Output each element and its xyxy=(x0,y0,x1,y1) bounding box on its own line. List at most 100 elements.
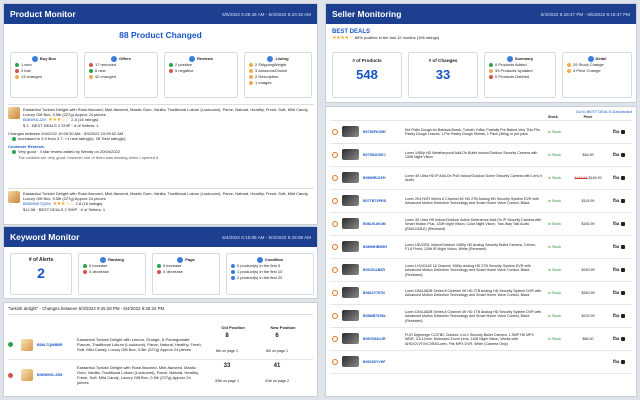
seller-name[interactable]: BEST DEALS xyxy=(332,29,371,35)
listing-card: Listing 2 ShippingWeight 3 AmazonsChoice… xyxy=(244,52,312,98)
product-price-line: $ 1 · BEST DEALS 2 SHIP · # of Sellers: … xyxy=(23,123,99,129)
stock-status: In Stock xyxy=(546,143,566,168)
keyword-product-title: Eastanbul Turkish Delight with Rose-flav… xyxy=(77,364,199,386)
listing-item: 3 AmazonsChoice xyxy=(255,68,288,73)
seller-monitoring-dates: 5/4/2022 6:18:47 PM - 5/5/2022 6:18:47 P… xyxy=(540,11,630,17)
x-icon xyxy=(489,75,493,79)
cart-icon xyxy=(621,153,626,158)
current-price: $146.99 xyxy=(588,176,602,181)
arrow-up-icon xyxy=(157,264,161,268)
change-icon xyxy=(89,75,93,79)
condition-card: Condition 0 product(s) in the first 5 1 … xyxy=(226,253,314,295)
product-image xyxy=(342,287,359,299)
change-indicator-icon xyxy=(332,128,338,135)
star-rating-icon: ★★★☆☆ xyxy=(48,117,70,124)
list-icon xyxy=(267,56,274,62)
plus-icon xyxy=(89,69,93,73)
goto-dashboard-link[interactable]: Go to BEST DEALS Dashboard xyxy=(575,109,632,114)
seller-asin-link[interactable]: B07TB7XPRS xyxy=(361,189,403,214)
keyword-asin-link[interactable]: B06LTQMBBR xyxy=(37,342,63,347)
seller-product-title: FLIR Digimerge C237BC Outdoor 4-in-1 Sec… xyxy=(403,327,546,352)
cart-icon xyxy=(621,222,626,227)
keyword-changes-panel: "turkish delight" - Changes between 5/3/… xyxy=(3,302,318,397)
old-position-page: 33th on page 1 xyxy=(215,379,239,384)
seller-asin-link[interactable]: B09JS11B6R xyxy=(361,258,403,283)
product-monitor-header: Product Monitor 5/5/2022 6:28:46 AM - 5/… xyxy=(4,4,317,24)
stock-status: In Stock xyxy=(546,281,566,306)
seller-asin-link[interactable]: B0756PKX5H xyxy=(361,120,403,145)
page-increase: 0 increase xyxy=(163,263,182,268)
condition-item: 2 product(s) in the first 20 xyxy=(237,275,283,280)
product-rating: 2.8 (16 ratings) xyxy=(71,117,99,123)
current-price: $150.99 xyxy=(581,222,595,227)
change-indicator-icon xyxy=(332,197,338,204)
seller-product-title: Lorex 4K Ultra HD IP Add-On PoE Indoor/O… xyxy=(403,166,546,191)
cart-icon xyxy=(621,337,626,342)
old-position: 33 xyxy=(223,363,231,370)
fba-badge-icon: fba xyxy=(612,244,621,250)
seller-asin-link[interactable]: B092S6YVHF xyxy=(361,350,403,375)
rating-change: Increased to 3.9 from 3.7: +1 new rating… xyxy=(18,135,126,141)
arrow-up-icon xyxy=(83,264,87,268)
product-image xyxy=(342,126,359,138)
table-row: B07TB7XPRS Lorex 2K4 NVR Series 8 Channel… xyxy=(330,189,632,214)
changes-header: Changes between 5/4/2022 10:05:30 AM - 5… xyxy=(8,130,124,136)
change-icon xyxy=(489,69,493,73)
product-image xyxy=(342,195,359,207)
page-card: Page 0 increase 0 decrease xyxy=(152,253,220,295)
product-title[interactable]: Eastanbul Turkish Delight with Rose-flav… xyxy=(23,191,309,202)
current-price: $229.99 xyxy=(581,314,595,319)
product-image xyxy=(21,369,33,382)
seller-asin-link[interactable]: B08MB7S9KL xyxy=(361,304,403,329)
new-position-page: 6th on page 1 xyxy=(266,348,288,353)
seller-asin-link[interactable]: B08H8HBM5H xyxy=(361,235,403,260)
chat-icon xyxy=(188,56,195,62)
seller-product-title: Kid Phillo Dough for Baklava Borek, Turk… xyxy=(403,120,546,145)
offers-new: 6 new xyxy=(95,68,106,73)
change-icon xyxy=(249,75,253,79)
alerts-card: # of Alerts 2 xyxy=(10,253,72,295)
fba-badge-icon: fba xyxy=(612,221,621,227)
stock-status: In Stock xyxy=(546,166,566,191)
keyword-row: B06WK9LJZM Eastanbul Turkish Delight wit… xyxy=(8,360,313,390)
keyword-asin-link[interactable]: B06WK9LJZM xyxy=(37,373,63,378)
detail-icon xyxy=(587,56,594,62)
seller-product-title: Lorex LBV2531 Indoor/Outdoor 1080p HD An… xyxy=(403,235,546,260)
current-price: $349.99 xyxy=(581,291,595,296)
table-header: Stock Price xyxy=(330,114,632,122)
product-asin-link[interactable]: B06WNLJZH xyxy=(23,117,47,123)
seller-asin-link[interactable]: B075D2DSEJ xyxy=(361,143,403,168)
seller-product-title xyxy=(403,350,546,375)
ranking-increase: 0 increase xyxy=(89,263,108,268)
offers-changed: 42 changed xyxy=(95,74,116,79)
change-icon xyxy=(15,75,19,79)
seller-asin-link[interactable]: B09VS84UJR xyxy=(361,327,403,352)
customer-reviews-header: Customer Reviews xyxy=(8,143,44,149)
seller-product-title: Lorex 2K4 NVR Series 8 Channel 4K HD 2TB… xyxy=(403,189,546,214)
reviews-positive: 2 positive xyxy=(175,62,192,67)
product-image xyxy=(8,191,20,203)
product-image xyxy=(342,310,359,322)
new-position-header: New Position xyxy=(270,325,296,331)
product-image xyxy=(342,172,359,184)
reviews-label: Reviews xyxy=(196,56,213,61)
listing-item: 2 ShippingWeight xyxy=(255,62,287,67)
table-row: B08H8HBM5H Lorex LBV2531 Indoor/Outdoor 1… xyxy=(330,235,632,260)
fba-badge-icon: fba xyxy=(612,359,621,365)
seller-monitoring-header: Seller Monitoring 5/4/2022 6:18:47 PM - … xyxy=(326,4,636,24)
star-rating-icon: ★★★★☆ xyxy=(332,35,353,41)
seller-asin-link[interactable]: B0822Y78TN xyxy=(361,281,403,306)
reviews-card: Reviews 2 positive 5 negative xyxy=(164,52,238,98)
change-icon xyxy=(249,63,253,67)
product-image xyxy=(342,241,359,253)
product-image xyxy=(342,356,359,368)
seller-asin-link[interactable]: B08H9BJ1FH xyxy=(361,166,403,191)
product-title[interactable]: Eastanbul Turkish Delight with Rose-flav… xyxy=(23,107,309,118)
products-updated: 33 Products Updated xyxy=(495,68,533,73)
seller-asin-link[interactable]: B08L9L8K4M xyxy=(361,212,403,237)
buybox-label: Buy Box xyxy=(39,56,57,61)
keyword-monitor-dates: 5/4/2022 6:15:08 AM - 5/4/2022 6:15:08 A… xyxy=(222,234,311,240)
keyword-monitor-header: Keyword Monitor 5/4/2022 6:15:08 AM - 5/… xyxy=(4,227,317,247)
change-indicator-icon xyxy=(332,220,338,227)
product-asin-link[interactable]: B06WNK7QZM xyxy=(23,201,51,207)
